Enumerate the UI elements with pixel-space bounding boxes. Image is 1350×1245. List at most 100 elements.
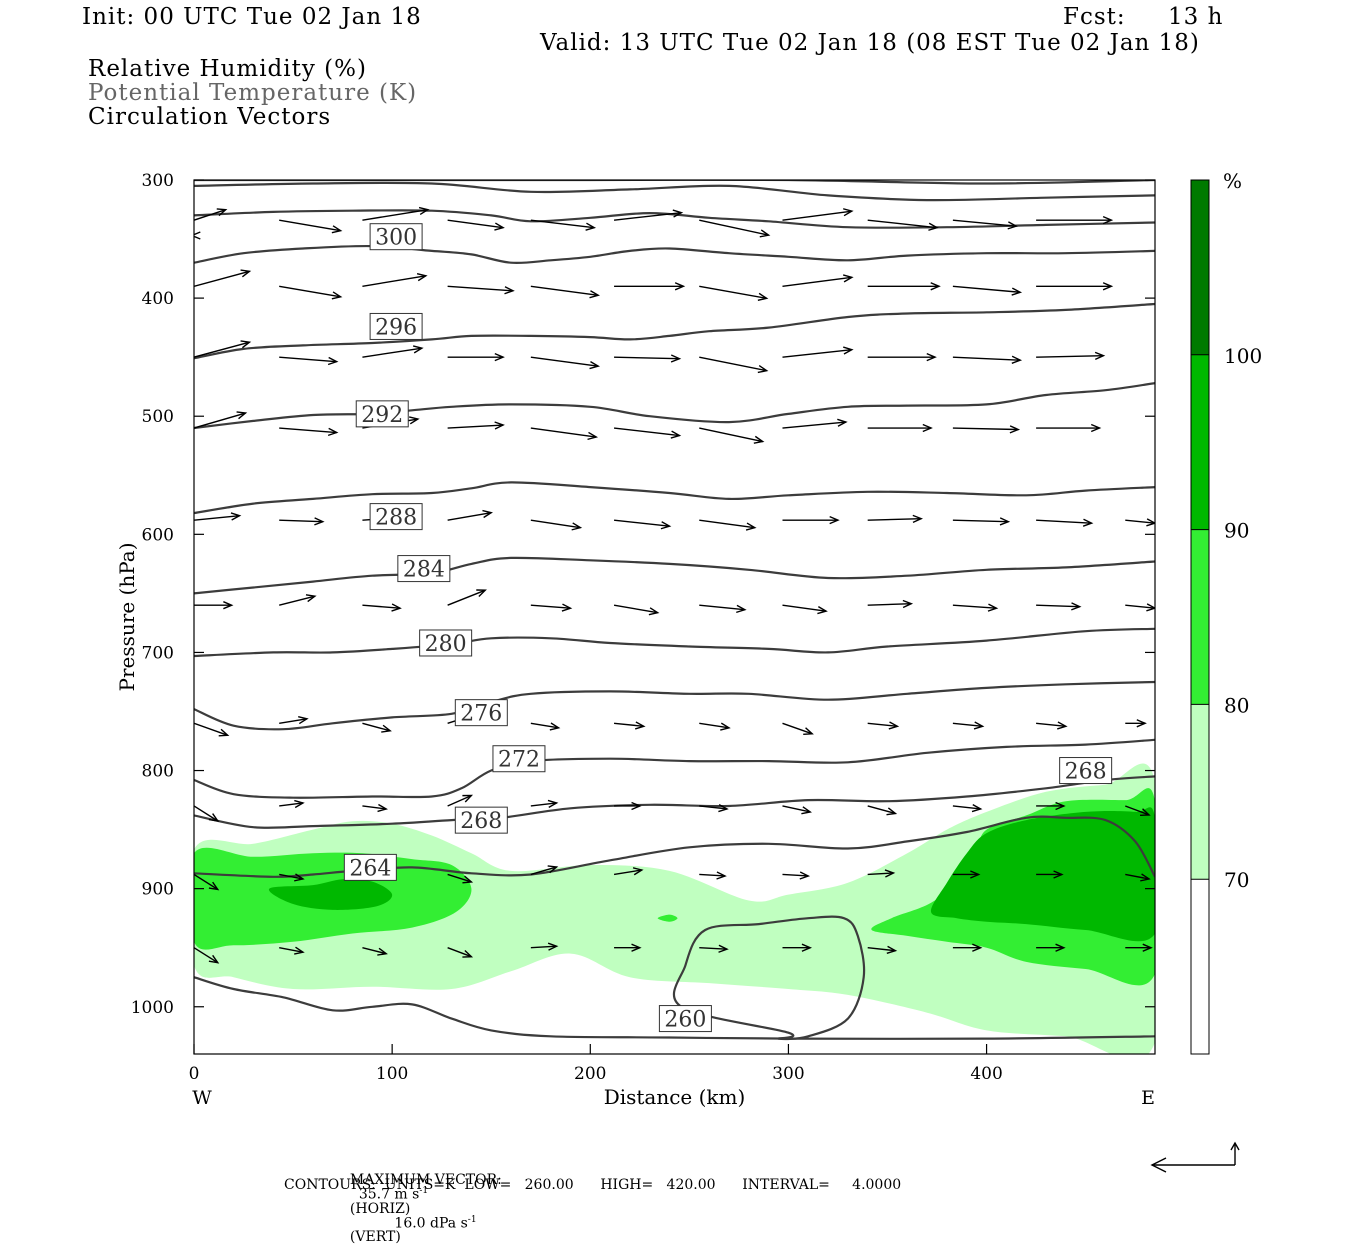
wind-vector — [279, 285, 343, 300]
wind-vector — [1036, 216, 1114, 225]
theta-contour-272 — [194, 680, 1155, 731]
theta-contour-260 — [194, 976, 1155, 1040]
colorbar-level-label: 100 — [1224, 344, 1262, 368]
wind-vector — [952, 603, 999, 612]
wind-vector — [613, 721, 646, 730]
contour-label-260: 260 — [658, 1005, 712, 1033]
wind-vector — [279, 427, 339, 437]
colorbar: 70 80 90 100% — [1190, 169, 1262, 1055]
contour-labels: 260 264 268 268 272 276 280 284 288 292 296 300 — [343, 223, 1113, 1033]
contour-label-300: 300 — [369, 223, 423, 251]
colorbar-frame — [1190, 179, 1210, 1055]
wind-vector — [1036, 602, 1082, 611]
colorbar-segment — [1191, 529, 1209, 705]
wind-vector — [447, 219, 505, 231]
wind-vector — [613, 209, 684, 221]
wind-vector — [699, 519, 757, 531]
theta-contour-280 — [194, 556, 1155, 595]
wind-vector — [867, 219, 939, 231]
wind-vector — [782, 274, 854, 287]
contour-label-268: 268 — [454, 806, 508, 834]
wind-vector — [699, 944, 729, 953]
wind-vector — [699, 356, 769, 374]
contour-label-text: 264 — [349, 856, 391, 881]
wind-vector — [952, 943, 983, 952]
x-tick-label: 0 — [189, 1064, 200, 1084]
wind-vector — [362, 603, 402, 612]
wind-vector — [1036, 423, 1102, 433]
theta-contour-276 — [194, 627, 1155, 658]
contours-info: CONTOURS: UNITS=K LOW= 260.00 HIGH= 420.… — [284, 1177, 902, 1193]
max-vector-vert: 16.0 dPa s — [394, 1215, 468, 1232]
wind-vector — [279, 356, 339, 366]
wind-vector — [952, 219, 1019, 230]
forecast-hour-value: 13 h — [1168, 4, 1224, 30]
wind-vector — [782, 418, 848, 429]
wind-vector — [699, 803, 729, 813]
wind-vector — [1036, 282, 1114, 291]
wind-vector — [699, 604, 747, 614]
wind-vector — [362, 206, 430, 221]
init-time: Init: 00 UTC Tue 02 Jan 18 — [82, 4, 422, 30]
wind-vector — [530, 799, 559, 809]
contour-label-text: 292 — [361, 403, 403, 428]
wind-vector — [530, 519, 583, 531]
wind-vector — [867, 353, 937, 362]
wind-vector — [1036, 943, 1066, 952]
wind-vector — [530, 603, 573, 612]
wind-vector — [1125, 943, 1153, 952]
wind-vector — [447, 353, 505, 362]
wind-vector — [194, 269, 252, 287]
colorbar-level-label: 70 — [1224, 868, 1249, 892]
wind-vector — [362, 722, 392, 733]
contour-label-272: 272 — [492, 745, 546, 773]
plot-frame — [193, 179, 1156, 1055]
wind-vector — [194, 208, 228, 221]
axes: 300 400 500 600 700 800 900 1000 0 100 200 300 400 Di… — [115, 171, 1155, 1109]
wind-vector — [530, 427, 599, 441]
y-tick-label: 700 — [142, 643, 174, 663]
contour-label-text: 296 — [375, 315, 417, 340]
wind-vector — [447, 285, 515, 295]
y-tick-label: 800 — [142, 762, 174, 782]
wind-vector — [867, 805, 898, 816]
wind-vector — [699, 722, 731, 731]
x-tick-label: 200 — [574, 1064, 606, 1084]
wind-vector — [782, 722, 814, 736]
wind-vector — [1125, 873, 1151, 882]
contour-label-280: 280 — [419, 629, 473, 657]
wind-vector — [279, 873, 305, 882]
theta-contour-268 — [194, 738, 1155, 799]
wind-vector — [447, 794, 474, 807]
contour-label-text: 276 — [460, 702, 502, 727]
y-tick-label: 1000 — [131, 998, 174, 1018]
theta-contour-304 — [194, 181, 1155, 202]
contour-label-268: 268 — [1059, 757, 1113, 785]
valid-time: Valid: 13 UTC Tue 02 Jan 18 (08 EST Tue … — [540, 30, 1200, 56]
field-relative-humidity: Relative Humidity (%) — [88, 56, 367, 82]
wind-vector — [699, 871, 727, 880]
theta-contour-296 — [194, 244, 1155, 265]
wind-vector — [613, 867, 644, 876]
wind-vector — [867, 423, 933, 433]
wind-vector — [194, 601, 234, 610]
wind-vector — [952, 870, 981, 879]
wind-vector — [782, 871, 811, 880]
x-end-label-east: E — [1141, 1087, 1155, 1109]
wind-vector — [1036, 721, 1068, 730]
wind-vector — [614, 282, 686, 291]
wind-vector — [530, 865, 559, 876]
contour-label-text: 260 — [664, 1008, 706, 1033]
wind-vector — [194, 947, 220, 964]
x-end-label-west: W — [192, 1087, 212, 1109]
x-axis-label: Distance (km) — [604, 1085, 746, 1109]
y-tick-label: 300 — [142, 171, 174, 191]
wind-vector — [699, 219, 771, 238]
wind-vector — [614, 943, 642, 952]
wind-vector — [1125, 603, 1155, 612]
contour-label-text: 272 — [498, 748, 540, 773]
wind-vector — [782, 604, 828, 615]
wind-vector — [447, 589, 487, 606]
wind-vector — [952, 803, 983, 813]
contour-label-292: 292 — [355, 400, 409, 428]
